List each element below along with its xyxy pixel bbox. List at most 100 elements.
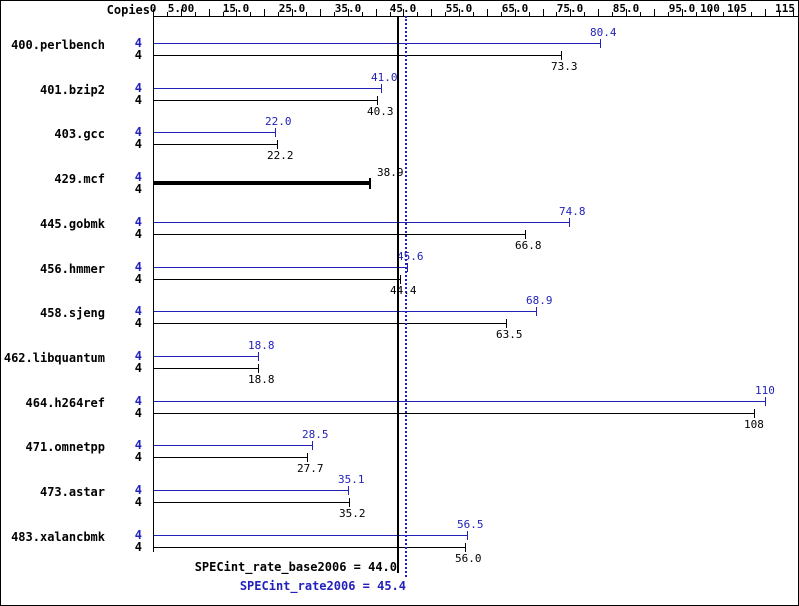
- base-value-label: 35.2: [339, 507, 366, 520]
- rate-value-label: 74.8: [559, 205, 586, 218]
- axis-major-tick: [209, 9, 210, 16]
- axis-major-tick: [348, 9, 349, 16]
- rate-copies-value: 4: [134, 483, 142, 497]
- base-value-label: 27.7: [297, 462, 324, 475]
- rate-value-label: 68.9: [526, 294, 553, 307]
- base-copies-value: 4: [134, 227, 142, 241]
- axis-major-tick: [431, 9, 432, 16]
- base-copies-value: 4: [134, 182, 142, 196]
- rate-copies-value: 4: [134, 170, 142, 184]
- axis-minor-tick: [696, 12, 697, 16]
- axis-tick-label: 0: [149, 2, 157, 15]
- base-bar: [154, 547, 465, 548]
- axis-minor-tick: [640, 12, 641, 16]
- rate-bar: [154, 267, 407, 268]
- axis-major-tick: [793, 9, 794, 16]
- axis-tick-label: 5.00: [167, 2, 195, 15]
- benchmark-label: 403.gcc: [54, 127, 105, 141]
- base-value-label: 56.0: [455, 552, 482, 565]
- axis-major-tick: [570, 9, 571, 16]
- base-peak-equal-bar-cap: [369, 178, 371, 189]
- rate-copies-value: 4: [134, 394, 142, 408]
- peak-reference-line: [405, 16, 407, 577]
- axis-minor-tick: [306, 12, 307, 16]
- benchmark-label: 429.mcf: [54, 172, 105, 186]
- axis-tick-label: 95.0: [668, 2, 696, 15]
- base-bar-cap: [277, 140, 278, 149]
- benchmark-label: 400.perlbench: [11, 38, 105, 52]
- base-bar-cap: [258, 364, 259, 373]
- rate-bar: [154, 445, 312, 446]
- rate-copies-value: 4: [134, 81, 142, 95]
- axis-minor-tick: [751, 12, 752, 16]
- axis-minor-tick: [167, 12, 168, 16]
- axis-major-tick: [598, 9, 599, 16]
- x-axis-line: [153, 16, 798, 17]
- rate-copies-value: 4: [134, 260, 142, 274]
- rate-bar-cap: [312, 441, 313, 450]
- rate-bar: [154, 88, 381, 89]
- axis-tick-label: 55.0: [445, 2, 473, 15]
- base-bar-cap: [465, 543, 466, 552]
- rate-bar-cap: [275, 128, 276, 137]
- rate-copies-value: 4: [134, 304, 142, 318]
- axis-minor-tick: [390, 12, 391, 16]
- axis-major-tick: [682, 9, 683, 16]
- axis-major-tick: [654, 9, 655, 16]
- axis-major-tick: [292, 9, 293, 16]
- rate-bar-cap: [536, 307, 537, 316]
- base-reference-line: [397, 16, 399, 573]
- base-copies-value: 4: [134, 361, 142, 375]
- axis-minor-tick: [612, 12, 613, 16]
- base-bar-cap: [525, 230, 526, 239]
- rate-copies-value: 4: [134, 349, 142, 363]
- axis-tick-label: 100: [700, 2, 720, 15]
- base-bar-cap: [349, 498, 350, 507]
- base-bar-cap: [400, 275, 401, 284]
- base-bar-cap: [377, 96, 378, 105]
- axis-tick-label: 15.0: [222, 2, 250, 15]
- rate-bar: [154, 43, 600, 44]
- axis-minor-tick: [362, 12, 363, 16]
- axis-major-tick: [153, 9, 154, 16]
- rate-bar-cap: [765, 397, 766, 406]
- rate-value-label: 41.0: [371, 71, 398, 84]
- axis-minor-tick: [556, 12, 557, 16]
- axis-major-tick: [376, 9, 377, 16]
- rate-value-label: 80.4: [590, 26, 617, 39]
- axis-tick-label: 115: [775, 2, 795, 15]
- benchmark-label: 458.sjeng: [39, 306, 105, 320]
- base-bar-cap: [506, 319, 507, 328]
- y-axis-line: [153, 16, 154, 552]
- rate-value-label: 56.5: [457, 518, 484, 531]
- axis-major-tick: [320, 9, 321, 16]
- rate-copies-value: 4: [134, 215, 142, 229]
- axis-minor-tick: [278, 12, 279, 16]
- base-copies-value: 4: [134, 48, 142, 62]
- base-bar: [154, 144, 277, 145]
- base-copies-value: 4: [134, 495, 142, 509]
- benchmark-label: 401.bzip2: [39, 83, 105, 97]
- base-value-label: 108: [744, 418, 764, 431]
- benchmark-label: 445.gobmk: [39, 217, 105, 231]
- rate-bar-cap: [407, 263, 408, 272]
- benchmark-label: 473.astar: [39, 485, 105, 499]
- axis-minor-tick: [584, 12, 585, 16]
- rate-value-label: 22.0: [265, 115, 292, 128]
- axis-tick-label: 35.0: [334, 2, 362, 15]
- axis-minor-tick: [223, 12, 224, 16]
- axis-minor-tick: [417, 12, 418, 16]
- axis-major-tick: [543, 9, 544, 16]
- benchmark-label: 483.xalancbmk: [11, 530, 105, 544]
- rate-bar: [154, 311, 536, 312]
- benchmark-label: 471.omnetpp: [25, 440, 105, 454]
- base-copies-value: 4: [134, 272, 142, 286]
- rate-bar-cap: [381, 84, 382, 93]
- base-copies-value: 4: [134, 540, 142, 554]
- base-value-label: 38.9: [377, 166, 404, 179]
- rate-copies-value: 4: [134, 125, 142, 139]
- base-summary-text: SPECint_rate_base2006 = 44.0: [194, 560, 397, 574]
- axis-minor-tick: [779, 12, 780, 16]
- base-bar: [154, 457, 307, 458]
- axis-major-tick: [765, 9, 766, 16]
